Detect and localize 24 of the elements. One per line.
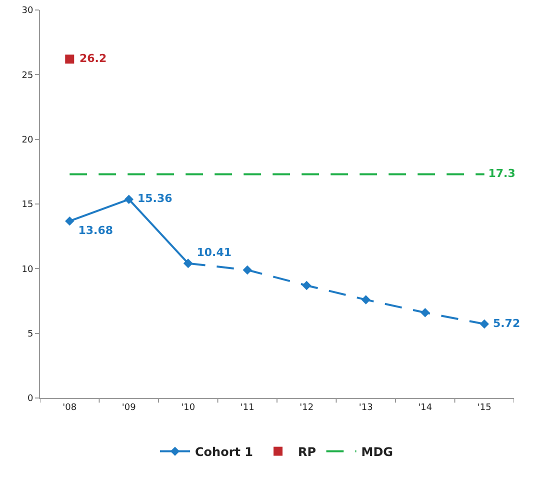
y-tick-label: 5 [27, 329, 34, 340]
legend-label: MDG [361, 444, 394, 459]
legend-label: Cohort 1 [195, 444, 254, 459]
x-tick-label: '12 [300, 402, 314, 413]
x-tick-label: '08 [62, 402, 77, 413]
y-tick-label: 10 [22, 264, 34, 275]
x-tick-label: '15 [477, 402, 492, 413]
data-label: 5.72 [489, 316, 520, 330]
data-label: 10.41 [192, 246, 232, 259]
y-tick-label: 25 [22, 70, 34, 81]
data-label: 26.2 [76, 52, 107, 65]
data-label: 15.36 [134, 192, 173, 206]
x-tick-label: '11 [240, 402, 254, 413]
legend-label: RP [298, 444, 316, 459]
x-tick-label: '09 [122, 402, 136, 413]
x-tick-label: '14 [418, 402, 432, 413]
x-tick-label: '13 [358, 402, 373, 413]
y-tick-label: 15 [22, 200, 34, 210]
y-tick-label: 20 [22, 135, 34, 146]
y-tick-label: 30 [22, 6, 34, 16]
y-tick-label: 0 [27, 394, 34, 404]
x-tick-label: '10 [181, 402, 196, 413]
data-label: 17.3 [484, 167, 516, 180]
data-label: 13.68 [74, 224, 114, 238]
